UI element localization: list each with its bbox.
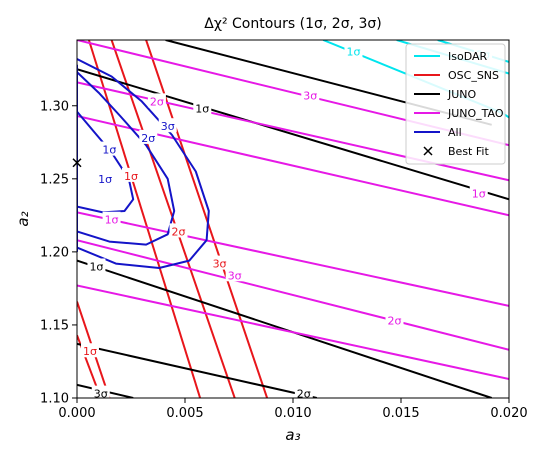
contour-label-bg	[294, 385, 313, 400]
contour-label-1-2: 3σ	[213, 258, 227, 271]
contour-line-2-1	[77, 259, 493, 398]
contour-label-bg	[102, 211, 121, 226]
contour-label-bg	[147, 93, 166, 108]
contour-label-bg	[100, 141, 119, 156]
y-tick-label: 1.20	[40, 245, 69, 260]
legend-entry: Best Fit	[448, 145, 489, 158]
contour-label-3-1: 2σ	[150, 95, 164, 108]
legend-swatch-x	[423, 146, 433, 156]
contour-label-bg	[158, 118, 177, 133]
contour-label-3-3: 1σ	[105, 214, 119, 227]
contour-line-3-3	[77, 211, 509, 307]
contour-label-bg	[139, 129, 158, 144]
legend-entry: All	[448, 126, 462, 139]
contour-line-1-0	[87, 40, 202, 398]
contour-label-bg	[469, 185, 488, 200]
chart-title: Δχ² Contours (1σ, 2σ, 3σ)	[204, 16, 381, 32]
x-tick-label: 0.000	[58, 406, 95, 421]
contour-label-3-0: 3σ	[303, 90, 317, 103]
contour-line-1-2	[145, 40, 269, 398]
contour-label-1-3: 1σ	[83, 345, 97, 358]
contour-label-1-0: 1σ	[124, 170, 138, 183]
contour-line-4-2	[77, 58, 210, 269]
contour-line-3-4	[77, 239, 509, 351]
legend-entry: JUNO_TAO	[447, 107, 504, 120]
contour-label-2-1: 1σ	[89, 260, 103, 273]
contour-line-4-1	[77, 71, 176, 246]
contour-label-bg	[80, 343, 99, 358]
contour-label-3-4: 3σ	[228, 269, 242, 282]
contour-label-4-3: 1σ	[102, 144, 116, 157]
y-tick-label: 1.25	[40, 172, 69, 187]
x-tick-label: 0.005	[166, 406, 203, 421]
y-tick-label: 1.15	[40, 318, 69, 333]
contour-line-1-1	[110, 40, 236, 398]
contour-label-2-3: 3σ	[94, 388, 108, 401]
contour-label-bg	[225, 267, 244, 282]
contour-label-bg	[96, 170, 115, 185]
y-axis-label: a₂	[14, 211, 32, 226]
x-tick-label: 0.020	[490, 406, 527, 421]
contour-line-3-5	[77, 284, 509, 380]
contour-label-layer: 1σ2σ1σ2σ3σ1σ1σ1σ3σ2σ3σ2σ1σ1σ3σ2σ1σ2σ3σ1σ	[72, 43, 493, 401]
y-tick-label: 1.30	[40, 99, 69, 114]
x-tick-label: 0.010	[274, 406, 311, 421]
contour-label-bg	[91, 385, 110, 400]
contour-label-3-2: 1σ	[472, 187, 486, 200]
x-tick-label: 0.015	[382, 406, 419, 421]
y-axis: 1.10 1.15 1.20 1.25 1.30	[40, 99, 77, 407]
contour-label-2-0: 1σ	[195, 103, 209, 116]
contour-label-bg	[169, 223, 188, 238]
contour-label-0-0: 1σ	[346, 46, 360, 59]
legend: IsoDAR OSC_SNS JUNO JUNO_TAO All Best Fit	[405, 43, 506, 165]
contour-label-4-1: 2σ	[141, 132, 155, 145]
contour-line-2-0	[77, 68, 509, 201]
contour-label-4-0: 1σ	[98, 173, 112, 186]
contour-label-3-5: 2σ	[388, 315, 402, 328]
contour-label-4-2: 3σ	[161, 120, 175, 133]
y-tick-label: 1.10	[40, 392, 69, 407]
contour-label-bg	[210, 255, 229, 270]
contour-line-2-4	[77, 342, 318, 398]
contour-label-bg	[385, 312, 404, 327]
contour-label-bg	[87, 258, 106, 273]
contour-label-bg	[301, 87, 320, 102]
x-axis: 0.000 0.005 0.010 0.015 0.020	[58, 398, 528, 421]
x-axis-label: a₃	[285, 426, 300, 444]
legend-entry: OSC_SNS	[448, 69, 499, 82]
contour-label-bg	[344, 43, 363, 58]
contour-label-1-1: 2σ	[172, 225, 186, 238]
contour-label-bg	[193, 100, 212, 115]
legend-entry: IsoDAR	[448, 50, 488, 63]
contour-label-bg	[122, 167, 140, 182]
contour-label-2-4: 2σ	[297, 388, 311, 401]
legend-entry: JUNO	[447, 88, 477, 101]
